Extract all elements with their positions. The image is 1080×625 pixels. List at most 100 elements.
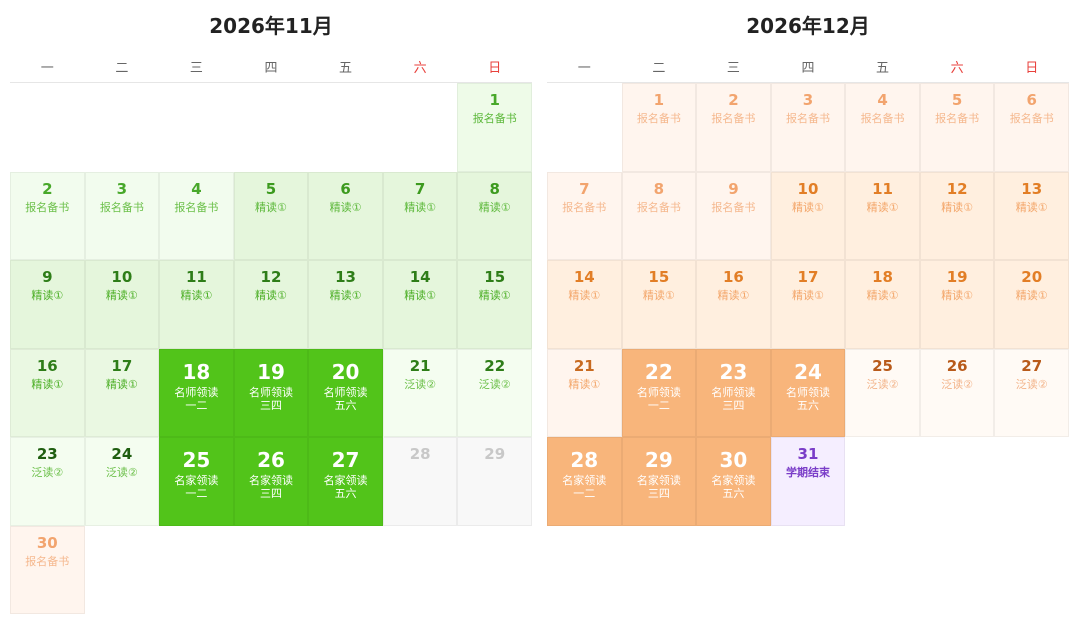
day-label: 名师领读 <box>174 385 219 399</box>
day-number: 28 <box>409 445 431 463</box>
day-label: 名师领读 <box>323 385 368 399</box>
day-number: 17 <box>797 268 819 286</box>
day-number: 15 <box>484 268 506 286</box>
day-number: 27 <box>1021 356 1043 375</box>
day-number: 11 <box>872 179 893 198</box>
weekday-label: 日 <box>1025 61 1039 76</box>
day-label: 报名备书 <box>711 200 756 214</box>
day-cell: 16 精读① <box>10 348 85 437</box>
day-number: 22 <box>484 356 506 375</box>
weekday-label: 日 <box>488 61 502 76</box>
day-label: 名师领读 <box>711 385 756 399</box>
weekday-label: 五 <box>876 61 890 76</box>
day-label: 学期结束 <box>785 466 830 479</box>
day-cell: 25 泛读② <box>845 348 920 437</box>
day-cell: 2 报名备书 <box>696 83 771 172</box>
day-number: 7 <box>579 179 590 198</box>
day-number: 6 <box>340 179 351 198</box>
day-cell: 30 报名备书 <box>10 525 85 614</box>
weekday-label: 二 <box>115 61 129 76</box>
day-label: 报名备书 <box>785 112 830 125</box>
day-number: 28 <box>570 448 599 472</box>
day-label: 名家领读 <box>711 474 756 487</box>
day-number: 2 <box>42 179 53 198</box>
day-number: 11 <box>185 268 207 286</box>
day-cell: 5 报名备书 <box>919 83 995 172</box>
day-number: 21 <box>573 356 595 375</box>
day-cell: 17 精读① <box>84 348 160 437</box>
weekday-label: 六 <box>413 61 427 76</box>
day-cell: 6 报名备书 <box>994 83 1069 172</box>
day-cell: 10 精读① <box>770 171 846 260</box>
day-cell: 19 名师领读 三四 <box>233 348 309 437</box>
day-label: 名家领读 <box>248 474 293 487</box>
day-number: 4 <box>877 91 888 109</box>
day-label: 报名备书 <box>174 200 219 214</box>
day-number: 14 <box>573 268 595 286</box>
day-number: 29 <box>484 445 506 463</box>
day-label: 三四 <box>722 398 745 412</box>
month-title: 2026年11月 <box>209 14 333 38</box>
day-label: 报名备书 <box>636 112 681 125</box>
day-number: 14 <box>409 268 431 286</box>
day-cell: 11 精读① <box>845 171 920 260</box>
day-cell: 17 精读① <box>770 260 846 349</box>
day-cell: 16 精读① <box>696 260 771 349</box>
day-number: 9 <box>728 179 739 198</box>
day-number: 5 <box>265 179 277 198</box>
weekday-label: 一 <box>40 61 54 76</box>
day-label: 精读① <box>1015 289 1048 302</box>
day-label: 精读① <box>31 289 64 302</box>
day-label: 报名备书 <box>860 112 905 125</box>
day-cell: 15 精读① <box>621 260 697 349</box>
month-title: 2026年12月 <box>746 14 870 38</box>
day-label: 精读① <box>105 377 138 391</box>
day-cell: 29 名家领读 三四 <box>621 437 697 526</box>
day-label: 五六 <box>334 487 357 500</box>
day-label: 报名备书 <box>1009 112 1054 125</box>
day-number: 8 <box>653 179 665 198</box>
header-divider <box>547 82 1069 83</box>
day-number: 23 <box>719 359 748 384</box>
day-label: 精读① <box>404 200 437 214</box>
day-cell: 8 精读① <box>457 171 532 260</box>
day-label: 一二 <box>573 487 596 500</box>
day-label: 报名备书 <box>99 200 144 214</box>
day-number: 18 <box>182 359 211 384</box>
day-label: 精读① <box>941 289 974 302</box>
day-label: 报名备书 <box>562 200 607 214</box>
day-number: 25 <box>872 356 893 375</box>
day-number: 17 <box>111 356 133 375</box>
day-label: 报名备书 <box>25 554 70 568</box>
day-number: 1 <box>489 91 500 109</box>
day-cell: 10 精读① <box>84 260 160 349</box>
day-label: 名师领读 <box>636 385 681 399</box>
day-number: 30 <box>36 533 58 552</box>
day-number: 24 <box>794 359 822 384</box>
day-number: 10 <box>111 268 133 286</box>
day-cell: 27 名家领读 五六 <box>308 437 383 526</box>
day-label: 名师领读 <box>248 385 293 399</box>
day-number: 24 <box>111 445 133 463</box>
day-label: 精读① <box>255 200 287 214</box>
day-label: 泛读② <box>1015 377 1048 391</box>
day-cell: 14 精读① <box>547 260 622 349</box>
day-number: 1 <box>653 91 665 109</box>
day-label: 精读① <box>717 289 750 302</box>
day-cell: 1 报名备书 <box>621 83 697 172</box>
day-cell: 21 精读① <box>547 348 622 437</box>
day-number: 30 <box>719 448 748 472</box>
day-number: 6 <box>1026 91 1037 109</box>
day-number: 16 <box>36 356 58 375</box>
day-number: 26 <box>946 356 968 375</box>
day-label: 精读① <box>1015 200 1048 214</box>
day-cell: 18 精读① <box>845 260 920 349</box>
day-number: 20 <box>331 359 360 384</box>
day-cell: 12 精读① <box>919 171 995 260</box>
header-divider <box>10 82 532 83</box>
day-label: 精读① <box>642 289 675 302</box>
weekday-label: 四 <box>801 61 815 76</box>
day-label: 精读① <box>866 289 899 302</box>
day-number: 26 <box>257 448 285 472</box>
day-label: 报名备书 <box>935 112 980 125</box>
